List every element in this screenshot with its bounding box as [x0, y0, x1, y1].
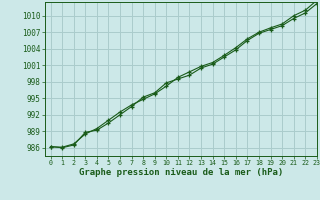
X-axis label: Graphe pression niveau de la mer (hPa): Graphe pression niveau de la mer (hPa) [79, 168, 283, 177]
